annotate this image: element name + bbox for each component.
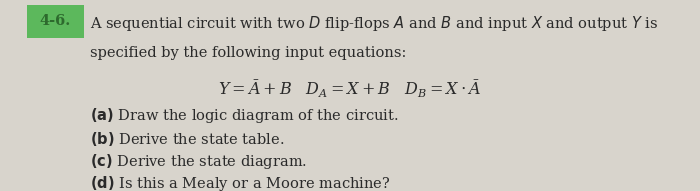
Text: $\mathit{\mathbf{(d)}}$ Is this a Mealy or a Moore machine?: $\mathit{\mathbf{(d)}}$ Is this a Mealy … [90, 174, 390, 191]
Text: $Y = \bar{A} + B\quad D_A = X + B\quad D_B = X \cdot \bar{A}$: $Y = \bar{A} + B\quad D_A = X + B\quad D… [218, 78, 482, 100]
Text: 4-6.: 4-6. [40, 15, 71, 28]
Text: specified by the following input equations:: specified by the following input equatio… [90, 46, 406, 61]
Text: $\mathit{\mathbf{(c)}}$ Derive the state diagram.: $\mathit{\mathbf{(c)}}$ Derive the state… [90, 152, 307, 171]
FancyBboxPatch shape [27, 5, 84, 38]
Text: $\mathit{\mathbf{(a)}}$ Draw the logic diagram of the circuit.: $\mathit{\mathbf{(a)}}$ Draw the logic d… [90, 106, 398, 125]
Text: A sequential circuit with two $D$ flip-flops $A$ and $B$ and input $X$ and outpu: A sequential circuit with two $D$ flip-f… [90, 14, 658, 33]
Text: $\mathit{\mathbf{(b)}}$ Derive the state table.: $\mathit{\mathbf{(b)}}$ Derive the state… [90, 130, 284, 148]
